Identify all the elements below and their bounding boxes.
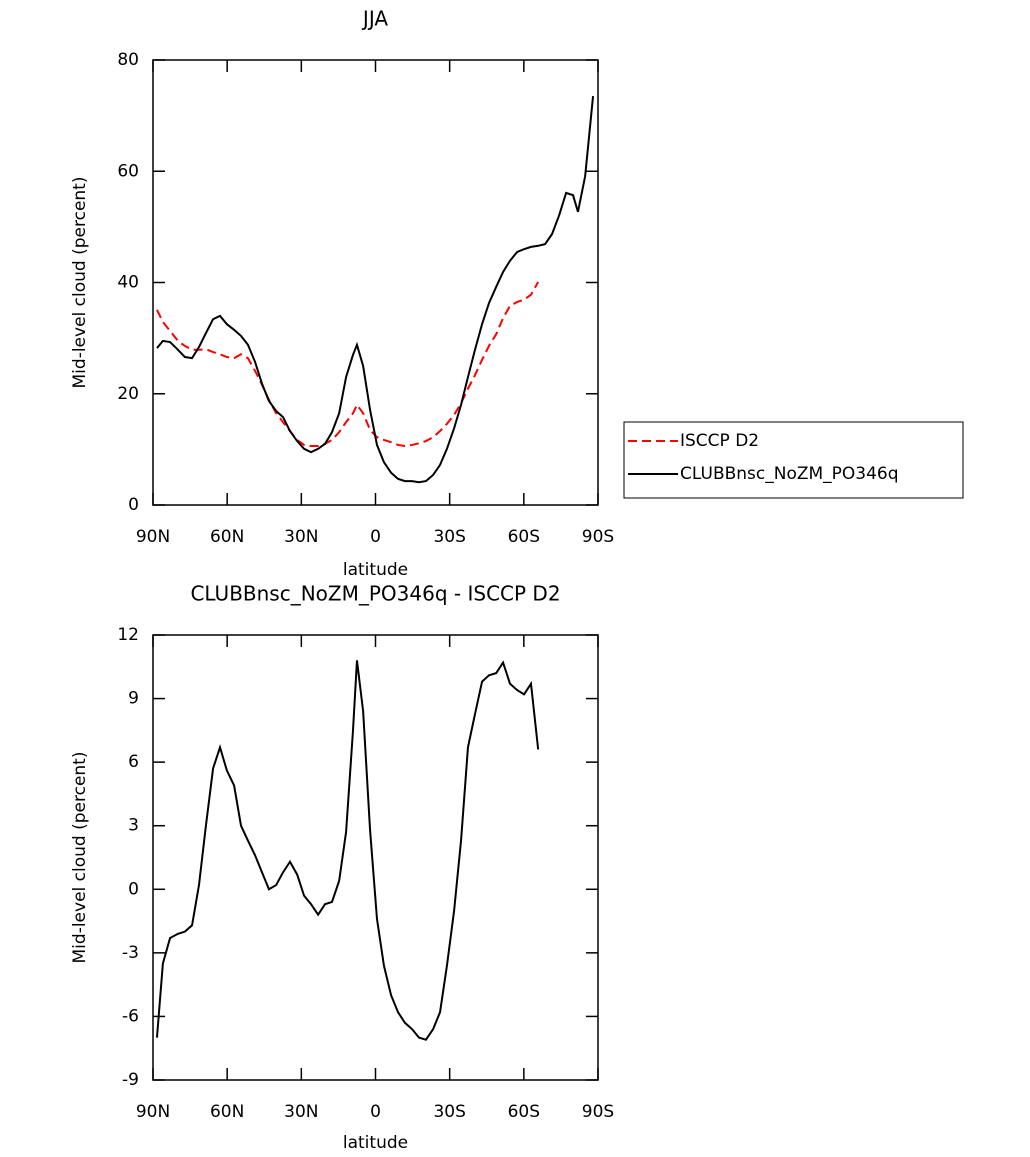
y-tick-label: 80 (117, 50, 139, 70)
y-tick-label: 20 (117, 384, 139, 404)
x-tick-label: 30S (433, 1102, 465, 1122)
x-tick-label: 90N (136, 527, 170, 547)
x-tick-label: 90S (582, 527, 614, 547)
legend-label: ISCCP D2 (680, 431, 759, 451)
x-tick-label: 30N (284, 1102, 318, 1122)
series-line (155, 660, 540, 1041)
x-axis-label: latitude (343, 560, 408, 580)
chart-title: CLUBBnsc_NoZM_PO346q - ISCCP D2 (190, 582, 560, 606)
legend-box (623, 421, 964, 499)
y-tick-label: 12 (117, 625, 139, 645)
series-line (156, 281, 540, 448)
y-axis-label: Mid-level cloud (percent) (70, 752, 90, 964)
y-tick-label: 9 (128, 689, 139, 709)
x-tick-label: 0 (370, 527, 381, 547)
plot-frame (152, 59, 599, 506)
x-tick-label: 90S (582, 1102, 614, 1122)
x-tick-label: 60N (210, 527, 244, 547)
plot-frame (152, 634, 599, 1081)
legend-label: CLUBBnsc_NoZM_PO346q (680, 464, 899, 484)
y-tick-label: 40 (117, 273, 139, 293)
y-tick-label: 0 (128, 879, 139, 899)
x-tick-label: 60S (508, 1102, 540, 1122)
x-axis-label: latitude (343, 1133, 408, 1153)
y-tick-label: 60 (117, 161, 139, 181)
x-tick-label: 60N (210, 1102, 244, 1122)
x-tick-label: 30N (284, 527, 318, 547)
y-tick-label: -6 (122, 1006, 139, 1026)
x-tick-label: 30S (433, 527, 465, 547)
x-tick-label: 60S (508, 527, 540, 547)
chart-title: JJA (361, 7, 388, 31)
y-tick-label: 3 (128, 816, 139, 836)
y-tick-label: 0 (128, 495, 139, 515)
series-line (156, 96, 595, 484)
y-tick-label: 6 (128, 752, 139, 772)
x-tick-label: 90N (136, 1102, 170, 1122)
y-tick-label: -3 (122, 943, 139, 963)
y-tick-label: -9 (122, 1070, 139, 1090)
y-axis-label: Mid-level cloud (percent) (70, 177, 90, 389)
x-tick-label: 0 (370, 1102, 381, 1122)
